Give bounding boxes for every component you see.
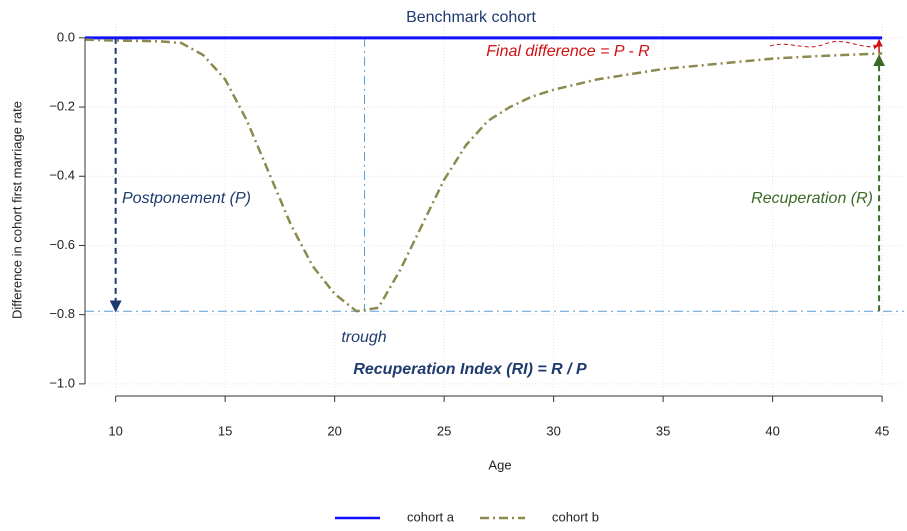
x-tick-label: 35 xyxy=(656,423,670,438)
legend-label: cohort b xyxy=(552,509,599,524)
index-label: Recuperation Index (RI) = R / P xyxy=(353,361,587,378)
x-tick-label: 25 xyxy=(437,423,451,438)
y-tick-label: 0.0 xyxy=(57,29,75,44)
x-axis-title: Age xyxy=(488,457,511,472)
final-difference-pointer xyxy=(769,41,879,50)
y-tick-label: −0.4 xyxy=(49,168,75,183)
y-tick-label: −1.0 xyxy=(49,375,75,390)
x-tick-label: 45 xyxy=(875,423,889,438)
chart-title: Benchmark cohort xyxy=(406,9,536,26)
y-axis-title: Difference in cohort first marriage rate xyxy=(9,101,24,319)
x-tick-label: 20 xyxy=(327,423,341,438)
x-tick-label: 15 xyxy=(218,423,232,438)
y-tick-label: −0.6 xyxy=(49,237,75,252)
y-tick-label: −0.2 xyxy=(49,98,75,113)
recuperation-label: Recuperation (R) xyxy=(751,190,873,207)
series-line xyxy=(84,38,883,313)
annotations xyxy=(85,37,904,313)
x-tick-label: 10 xyxy=(108,423,122,438)
final-difference-label: Final difference = P - R xyxy=(486,43,650,60)
x-tick-label: 30 xyxy=(546,423,560,438)
x-tick-label: 40 xyxy=(765,423,779,438)
plot xyxy=(84,36,883,313)
grid xyxy=(85,24,904,396)
y-tick-label: −0.8 xyxy=(49,306,75,321)
postponement-label: Postponement (P) xyxy=(122,190,251,207)
legend-label: cohort a xyxy=(407,509,455,524)
trough-label: trough xyxy=(341,329,386,346)
